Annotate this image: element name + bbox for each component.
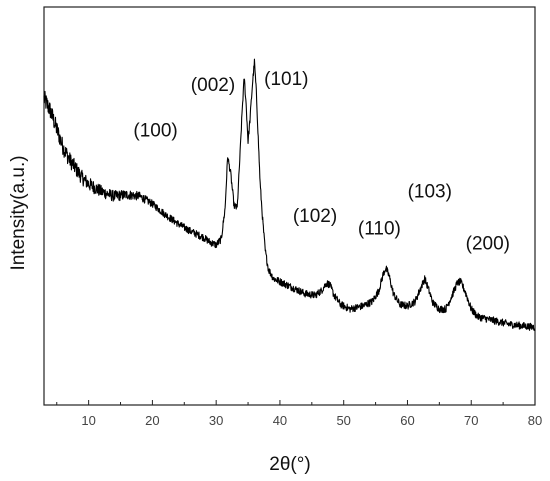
x-axis-title: 2θ(°) — [269, 454, 310, 475]
peak-label: (110) — [358, 218, 401, 239]
x-tick-label: 40 — [273, 413, 287, 428]
peak-label: (100) — [133, 121, 177, 142]
x-tick-label: 70 — [464, 413, 478, 428]
x-tick-label: 60 — [400, 413, 414, 428]
peak-label: (102) — [293, 206, 337, 227]
peak-label: (101) — [264, 69, 308, 90]
x-tick-label: 80 — [528, 413, 542, 428]
plot-frame — [43, 6, 536, 406]
x-tick-label: 50 — [336, 413, 350, 428]
peak-label: (002) — [191, 75, 235, 96]
x-axis-ticks — [56, 400, 536, 405]
y-axis-title: Intensity(a.u.) — [8, 155, 29, 270]
peak-label: (103) — [408, 182, 452, 203]
peak-label: (200) — [466, 234, 510, 255]
x-axis-tick-labels: 10 20 30 40 50 60 70 80 — [81, 413, 542, 428]
x-tick-label: 20 — [145, 413, 159, 428]
xrd-pattern-line — [43, 58, 536, 332]
x-tick-label: 10 — [81, 413, 95, 428]
peak-annotations: (100) (002) (101) (102) (110) (103) (200) — [133, 69, 510, 255]
x-tick-label: 30 — [209, 413, 223, 428]
